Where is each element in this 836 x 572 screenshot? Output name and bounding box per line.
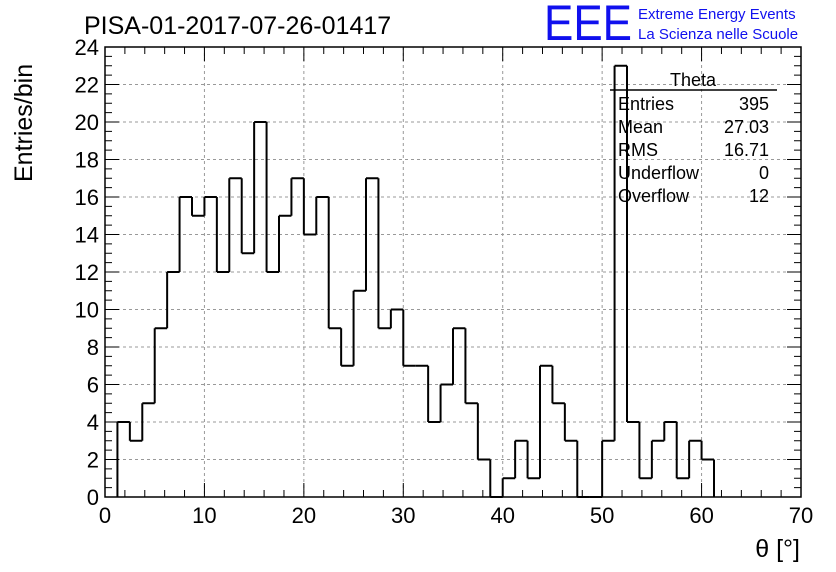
x-tick-label: 50 <box>590 503 614 528</box>
stats-box: Theta Entries 395 Mean 27.03 RMS 16.71 Underflo… <box>610 70 777 206</box>
stats-label: Mean <box>618 117 663 137</box>
y-tick-label: 22 <box>75 73 99 98</box>
x-tick-label: 60 <box>689 503 713 528</box>
y-tick-label: 8 <box>87 335 99 360</box>
stats-value: 27.03 <box>724 117 769 137</box>
logo-line-2: La Scienza nelle Scuole <box>638 26 798 43</box>
stats-label: RMS <box>618 140 658 160</box>
stats-value: 12 <box>749 186 769 206</box>
y-tick-label: 18 <box>75 148 99 173</box>
y-tick-label: 24 <box>75 35 99 60</box>
y-tick-label: 0 <box>87 485 99 510</box>
x-tick-label: 40 <box>490 503 514 528</box>
stats-value: 0 <box>759 163 769 183</box>
stats-value: 395 <box>739 94 769 114</box>
stats-label: Entries <box>618 94 674 114</box>
logo-mark: EEE <box>544 0 632 51</box>
stats-label: Underflow <box>618 163 700 183</box>
y-axis-label: Entries/bin <box>10 64 38 182</box>
chart-title: PISA-01-2017-07-26-01417 <box>84 12 391 40</box>
x-tick-label: 20 <box>292 503 316 528</box>
y-tick-label: 4 <box>87 410 99 435</box>
x-tick-label: 0 <box>99 503 111 528</box>
y-tick-label: 10 <box>75 298 99 323</box>
logo-line-1: Extreme Energy Events <box>638 6 796 23</box>
y-tick-label: 20 <box>75 110 99 135</box>
y-tick-label: 12 <box>75 260 99 285</box>
stats-label: Overflow <box>618 186 690 206</box>
stats-value: 16.71 <box>724 140 769 160</box>
y-tick-label: 6 <box>87 373 99 398</box>
y-tick-label: 2 <box>87 448 99 473</box>
x-tick-label: 30 <box>391 503 415 528</box>
stats-name: Theta <box>670 70 717 90</box>
grid <box>105 47 801 497</box>
x-tick-label: 70 <box>789 503 813 528</box>
x-tick-label: 10 <box>192 503 216 528</box>
y-tick-label: 14 <box>75 223 99 248</box>
x-axis-label: θ [°] <box>755 535 800 563</box>
y-tick-label: 16 <box>75 185 99 210</box>
